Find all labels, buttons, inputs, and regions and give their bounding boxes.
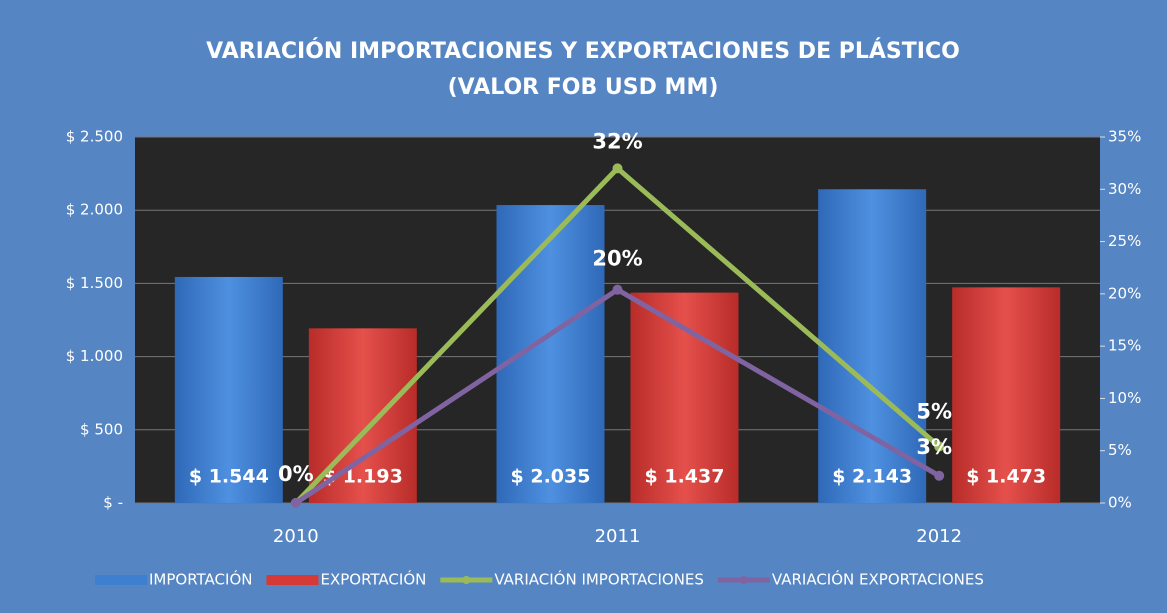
y-tick-label: $ 500	[80, 420, 123, 438]
x-tick-label: 2011	[595, 526, 641, 547]
legend-label: VARIACIÓN EXPORTACIONES	[772, 570, 984, 589]
line-value-label: 5%	[916, 400, 952, 424]
line-value-label: 0%	[278, 462, 314, 486]
bar	[496, 205, 605, 504]
line-value-label: 32%	[592, 129, 642, 153]
y-tick-label: $ 1.500	[66, 274, 123, 292]
legend-label: EXPORTACIÓN	[320, 570, 426, 589]
bar-value-label: $ 1.544	[189, 466, 269, 488]
bar	[174, 276, 283, 503]
y2-tick-label: 25%	[1108, 232, 1141, 250]
legend-swatch	[462, 576, 471, 584]
line-point	[934, 441, 945, 452]
legend-swatch	[266, 575, 319, 585]
bar-value-label: $ 2.143	[832, 466, 912, 488]
legend-label: IMPORTACIÓN	[149, 570, 252, 589]
x-tick-label: 2010	[273, 526, 319, 547]
legend-swatch	[739, 576, 748, 584]
y-tick-label: $ 1.000	[66, 347, 123, 365]
y-tick-label: $ -	[103, 494, 123, 512]
bar	[952, 287, 1061, 503]
y2-tick-label: 5%	[1108, 441, 1132, 459]
y2-tick-label: 35%	[1108, 128, 1141, 146]
bar-value-label: $ 2.035	[511, 466, 591, 488]
y-tick-label: $ 2.000	[66, 201, 123, 219]
y2-tick-label: 30%	[1108, 180, 1141, 198]
line-point	[290, 498, 301, 508]
line-point	[612, 284, 623, 295]
legend-swatch	[95, 575, 147, 585]
y2-tick-label: 15%	[1108, 337, 1141, 355]
bar-value-label: $ 1.437	[645, 466, 725, 488]
chart-title: (VALOR FOB USD MM)	[448, 75, 719, 100]
chart-title: VARIACIÓN IMPORTACIONES Y EXPORTACIONES …	[206, 38, 960, 64]
line-point	[934, 470, 945, 481]
legend-label: VARIACIÓN IMPORTACIONES	[494, 570, 704, 589]
y2-tick-label: 10%	[1108, 389, 1141, 407]
y-tick-label: $ 2.500	[66, 128, 123, 146]
y2-tick-label: 20%	[1108, 284, 1141, 302]
x-tick-label: 2012	[916, 526, 962, 547]
y2-tick-label: 0%	[1108, 494, 1132, 512]
line-point	[612, 163, 623, 174]
line-value-label: 3%	[916, 435, 952, 459]
line-value-label: 20%	[592, 247, 642, 271]
bar-value-label: $ 1.473	[966, 466, 1046, 488]
bar	[818, 189, 927, 503]
